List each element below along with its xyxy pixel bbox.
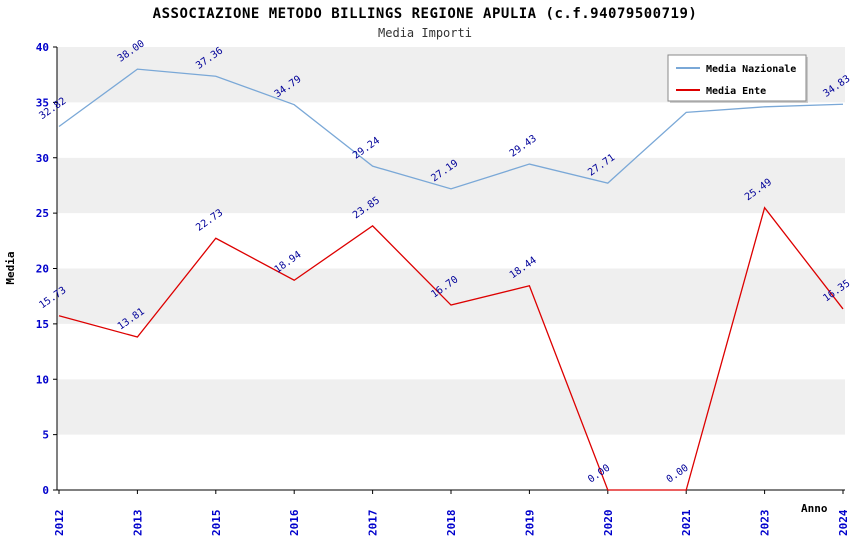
series-line-media-nazionale	[58, 68, 844, 190]
legend-box	[667, 54, 807, 102]
x-tick-label: 2016	[288, 509, 301, 536]
x-tick-label: 2013	[131, 510, 144, 537]
y-tick-label: 25	[36, 207, 49, 220]
y-tick-label: 15	[36, 318, 49, 331]
plot-band	[57, 157, 845, 214]
y-tick-label: 40	[36, 41, 49, 54]
plot-band	[57, 268, 845, 324]
x-tick-label: 2021	[680, 509, 693, 536]
y-tick-label: 20	[36, 263, 49, 276]
y-tick-label: 0	[42, 484, 49, 497]
chart-title: ASSOCIAZIONE METODO BILLINGS REGIONE APU…	[152, 6, 698, 22]
legend-item-media-ente: Media Ente	[706, 85, 766, 97]
x-tick-label: 2012	[53, 510, 66, 537]
series-line-media-ente	[58, 206, 844, 491]
x-tick-label: 2015	[210, 510, 223, 537]
legend-item-media-nazionale: Media Nazionale	[706, 63, 796, 75]
plot-band	[57, 213, 845, 269]
x-tick-label: 2018	[445, 510, 458, 537]
y-tick-label: 5	[42, 429, 49, 442]
y-tick-label: 30	[36, 152, 49, 165]
x-axis-title: Anno	[801, 502, 828, 515]
plot-band	[57, 434, 845, 490]
y-tick-label: 35	[36, 96, 49, 109]
plot-band	[57, 379, 845, 435]
y-tick-label: 10	[36, 373, 49, 386]
x-tick-label: 2024	[837, 509, 850, 536]
x-tick-label: 2023	[759, 510, 772, 537]
y-axis-title: Media	[4, 251, 17, 284]
x-tick-label: 2017	[367, 510, 380, 537]
x-tick-label: 2019	[523, 510, 536, 537]
x-tick-label: 2020	[602, 510, 615, 537]
plot-band	[57, 102, 845, 158]
chart-subtitle: Media Importi	[378, 26, 472, 40]
plot-band	[57, 323, 845, 380]
